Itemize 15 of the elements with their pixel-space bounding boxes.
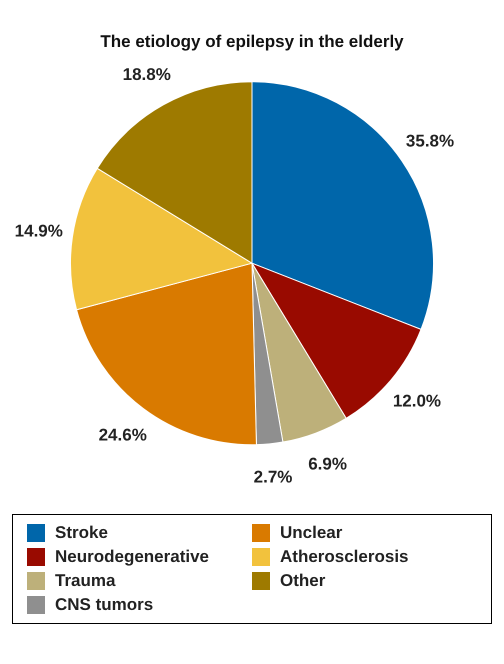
legend-label: Unclear	[280, 523, 342, 543]
legend-label: CNS tumors	[55, 595, 154, 615]
legend-label: Stroke	[55, 523, 108, 543]
data-label: 6.9%	[308, 454, 347, 474]
data-label: 14.9%	[14, 222, 63, 241]
legend-label: Atherosclerosis	[280, 547, 408, 567]
legend-label: Other	[280, 571, 326, 591]
data-label: 12.0%	[392, 392, 442, 411]
legend-label: Neurodegenerative	[55, 547, 209, 567]
legend-label: Trauma	[55, 571, 116, 591]
chart-title: The etiology of epilepsy in the elderly	[100, 32, 404, 51]
data-label: 35.8%	[406, 131, 454, 150]
data-label: 2.7%	[254, 467, 292, 486]
data-label: 24.6%	[98, 425, 147, 444]
data-label: 18.8%	[122, 64, 171, 84]
